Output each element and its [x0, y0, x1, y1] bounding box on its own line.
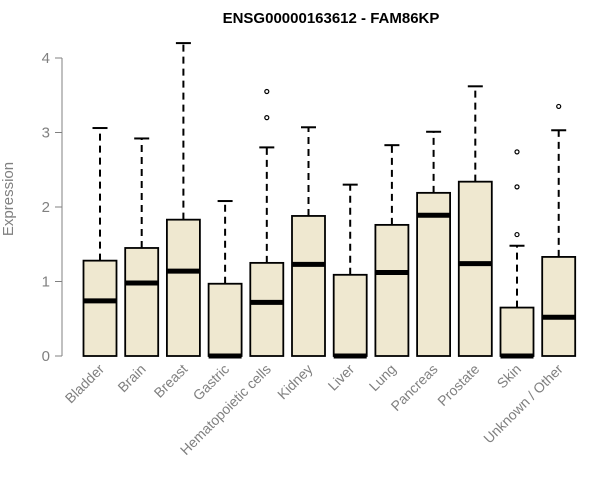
box-bladder [82, 127, 118, 357]
box-pancreas [416, 130, 452, 357]
outlier-point [264, 114, 270, 121]
box-kidney [291, 126, 326, 357]
box-rect [499, 306, 535, 357]
y-tick-label: 0 [42, 348, 50, 365]
outlier-point [514, 149, 520, 155]
box-rect [124, 247, 160, 357]
x-tick-label: Unknown / Other [480, 361, 566, 447]
x-tick-label: Brain [114, 361, 148, 395]
y-tick-label: 1 [42, 274, 50, 291]
chart-title: ENSG00000163612 - FAM86KP [223, 10, 440, 27]
box-rect [457, 180, 493, 357]
box-rect [541, 256, 577, 357]
box-rect [291, 215, 326, 357]
y-axis-label: Expression [0, 162, 17, 236]
x-tick-label: Lung [366, 361, 399, 394]
x-tick-label: Bladder [62, 361, 108, 407]
box-liver [332, 183, 368, 359]
plot-area [82, 42, 577, 359]
box-rect [207, 282, 243, 357]
y-axis: 0 1 2 3 4 [42, 50, 63, 365]
box-lung [374, 144, 410, 357]
box-hematopoietic-cells [249, 88, 285, 357]
x-tick-label: Breast [151, 361, 191, 401]
y-tick-label: 3 [42, 125, 50, 142]
x-tick-label: Prostate [434, 361, 482, 409]
outlier-point [514, 184, 520, 190]
box-rect [374, 223, 410, 357]
box-brain [124, 137, 160, 357]
box-rect [416, 191, 452, 357]
box-unknown-other [541, 103, 577, 357]
x-tick-label: Liver [325, 361, 358, 394]
x-tick-label: Kidney [274, 361, 316, 403]
y-tick-label: 2 [42, 199, 50, 216]
box-gastric [207, 200, 243, 359]
box-rect [249, 261, 285, 357]
x-tick-label: Skin [494, 361, 525, 392]
box-prostate [457, 85, 493, 357]
box-breast [165, 42, 201, 357]
outlier-point [556, 103, 562, 110]
outlier-point [264, 88, 270, 95]
outlier-point [514, 231, 520, 238]
box-rect [165, 218, 201, 357]
box-rect [82, 259, 118, 357]
box-rect [332, 273, 368, 357]
y-tick-label: 4 [42, 50, 50, 67]
box-skin [499, 149, 535, 359]
